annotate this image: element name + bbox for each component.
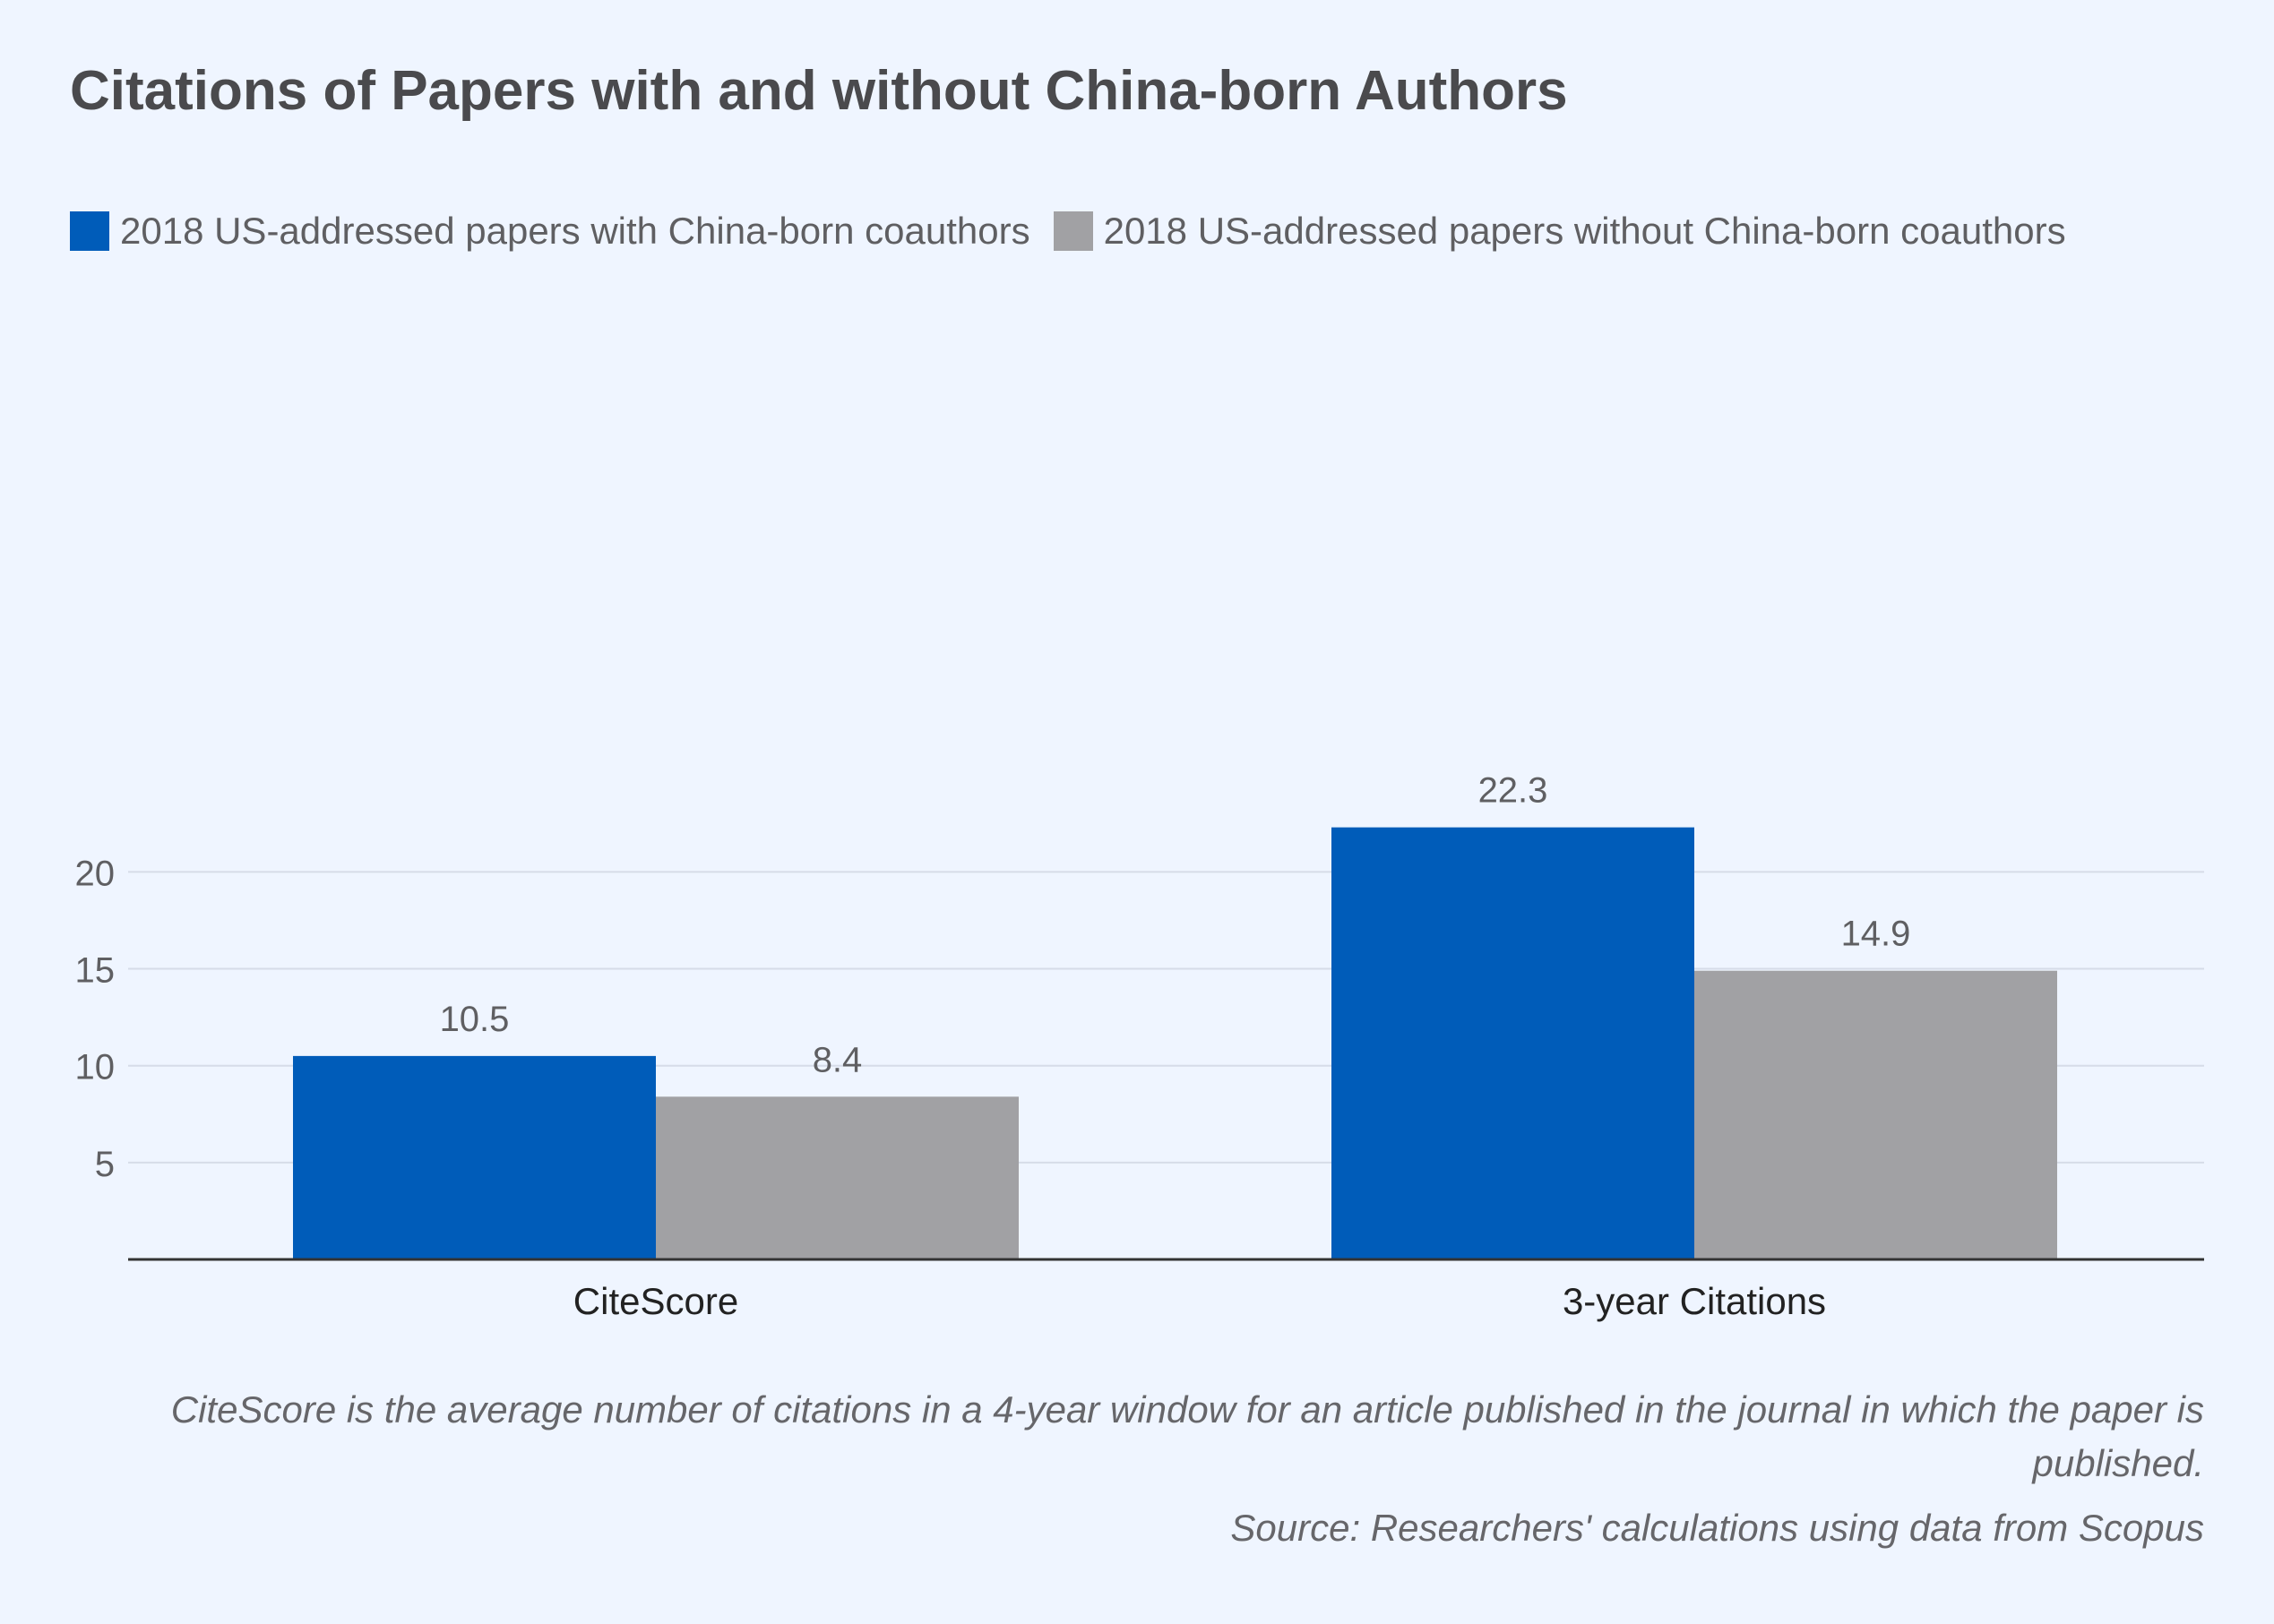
data-label-3-year-citations-without-china-born: 14.9 — [1841, 915, 1911, 954]
legend-swatch-without-china-born — [1053, 211, 1093, 251]
y-tick-label-20: 20 — [75, 854, 116, 893]
bar-3-year-citations-without-china-born — [1694, 970, 2057, 1259]
x-tick-label-3-year-citations: 3-year Citations — [1563, 1280, 1826, 1322]
bar-citescore-without-china-born — [656, 1096, 1019, 1259]
legend-label-without-china-born: 2018 US-addressed papers without China-b… — [1103, 210, 2066, 252]
bar-3-year-citations-with-china-born — [1331, 827, 1694, 1259]
chart-source-note: Source: Researchers' calculations using … — [1230, 1507, 2204, 1549]
chart-title: Citations of Papers with and without Chi… — [70, 60, 1568, 122]
y-tick-label-15: 15 — [75, 951, 116, 991]
y-tick-label-5: 5 — [95, 1145, 115, 1184]
data-label-citescore-with-china-born: 10.5 — [440, 1000, 510, 1039]
data-label-citescore-without-china-born: 8.4 — [813, 1040, 863, 1079]
bar-citescore-with-china-born — [293, 1055, 656, 1259]
y-tick-label-10: 10 — [75, 1048, 116, 1087]
x-tick-label-citescore: CiteScore — [573, 1280, 738, 1322]
legend-item-without-china-born: 2018 US-addressed papers without China-b… — [1053, 210, 2066, 253]
chart-note-definition: CiteScore is the average number of citat… — [170, 1388, 2204, 1484]
legend: 2018 US-addressed papers with China-born… — [70, 210, 2089, 253]
legend-item-with-china-born: 2018 US-addressed papers with China-born… — [70, 210, 1030, 253]
legend-label-with-china-born: 2018 US-addressed papers with China-born… — [120, 210, 1030, 252]
legend-swatch-with-china-born — [70, 211, 109, 251]
data-label-3-year-citations-with-china-born: 22.3 — [1478, 771, 1548, 811]
